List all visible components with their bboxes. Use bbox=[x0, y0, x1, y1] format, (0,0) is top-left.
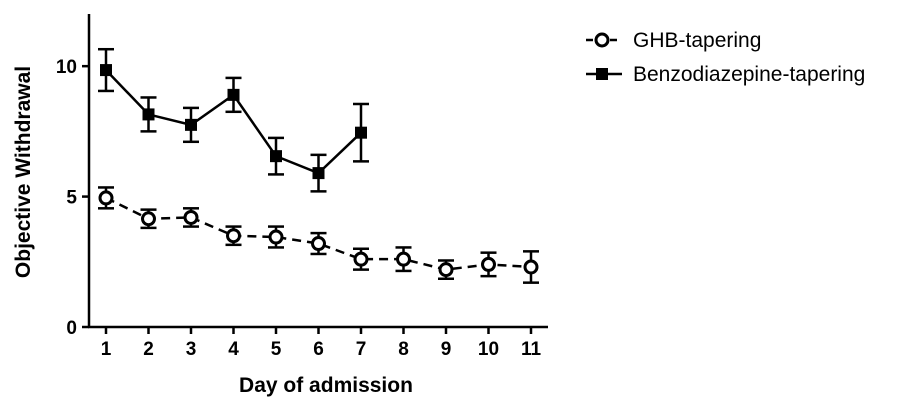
data-point-ghb-tapering-1 bbox=[98, 190, 114, 206]
x-tick-label-5: 5 bbox=[271, 339, 282, 360]
x-tick-label-2: 2 bbox=[143, 339, 154, 360]
data-point-ghb-tapering-7 bbox=[353, 251, 369, 267]
y-ticks: 0 5 10 bbox=[56, 57, 89, 339]
legend-label-ghb-tapering: GHB-tapering bbox=[633, 29, 761, 52]
series-benzodiazepine-tapering bbox=[98, 47, 369, 193]
x-tick-label-10: 10 bbox=[478, 339, 499, 360]
series-line-ghb-tapering bbox=[105, 196, 532, 271]
data-point-ghb-tapering-3 bbox=[183, 209, 199, 225]
y-tick-label-10: 10 bbox=[56, 57, 77, 78]
legend: GHB-tapering Benzodiazepine-tapering bbox=[586, 29, 865, 86]
x-tick-label-7: 7 bbox=[356, 339, 367, 360]
data-point-ghb-tapering-4 bbox=[226, 228, 241, 244]
data-point-benzodiazepine-tapering-3 bbox=[185, 118, 197, 131]
legend-item-ghb-tapering: GHB-tapering bbox=[586, 29, 761, 52]
data-point-benzodiazepine-tapering-4 bbox=[227, 88, 240, 101]
data-point-benzodiazepine-tapering-7 bbox=[355, 126, 367, 139]
data-point-ghb-tapering-10 bbox=[481, 256, 496, 272]
x-ticks: 1 2 3 4 5 6 7 8 9 10 11 bbox=[101, 327, 542, 360]
legend-item-benzodiazepine-tapering: Benzodiazepine-tapering bbox=[586, 63, 865, 86]
y-axis-title: Objective Withdrawal bbox=[12, 66, 35, 278]
x-tick-label-6: 6 bbox=[313, 339, 324, 360]
legend-marker-benzodiazepine-tapering bbox=[596, 68, 608, 80]
x-tick-label-3: 3 bbox=[186, 339, 197, 360]
data-point-benzodiazepine-tapering-6 bbox=[312, 167, 325, 180]
data-point-benzodiazepine-tapering-1 bbox=[100, 64, 112, 77]
legend-label-benzodiazepine-tapering: Benzodiazepine-tapering bbox=[633, 63, 865, 86]
data-point-ghb-tapering-9 bbox=[438, 262, 454, 278]
series-layer bbox=[98, 47, 539, 284]
x-tick-label-4: 4 bbox=[228, 339, 239, 360]
data-point-benzodiazepine-tapering-2 bbox=[142, 108, 155, 121]
data-point-ghb-tapering-8 bbox=[396, 251, 411, 267]
x-tick-label-1: 1 bbox=[101, 339, 112, 360]
x-tick-label-11: 11 bbox=[521, 339, 542, 360]
legend-marker-ghb-tapering bbox=[594, 32, 610, 48]
data-point-ghb-tapering-5 bbox=[268, 229, 284, 245]
data-point-benzodiazepine-tapering-5 bbox=[270, 150, 282, 163]
series-ghb-tapering bbox=[98, 186, 539, 284]
data-point-ghb-tapering-11 bbox=[523, 259, 539, 275]
y-tick-label-5: 5 bbox=[66, 188, 77, 209]
x-axis-title: Day of admission bbox=[239, 374, 413, 397]
y-tick-label-0: 0 bbox=[66, 318, 77, 339]
x-tick-label-9: 9 bbox=[441, 339, 452, 360]
x-tick-label-8: 8 bbox=[398, 339, 409, 360]
data-point-ghb-tapering-2 bbox=[141, 211, 156, 227]
data-point-ghb-tapering-6 bbox=[311, 236, 326, 252]
